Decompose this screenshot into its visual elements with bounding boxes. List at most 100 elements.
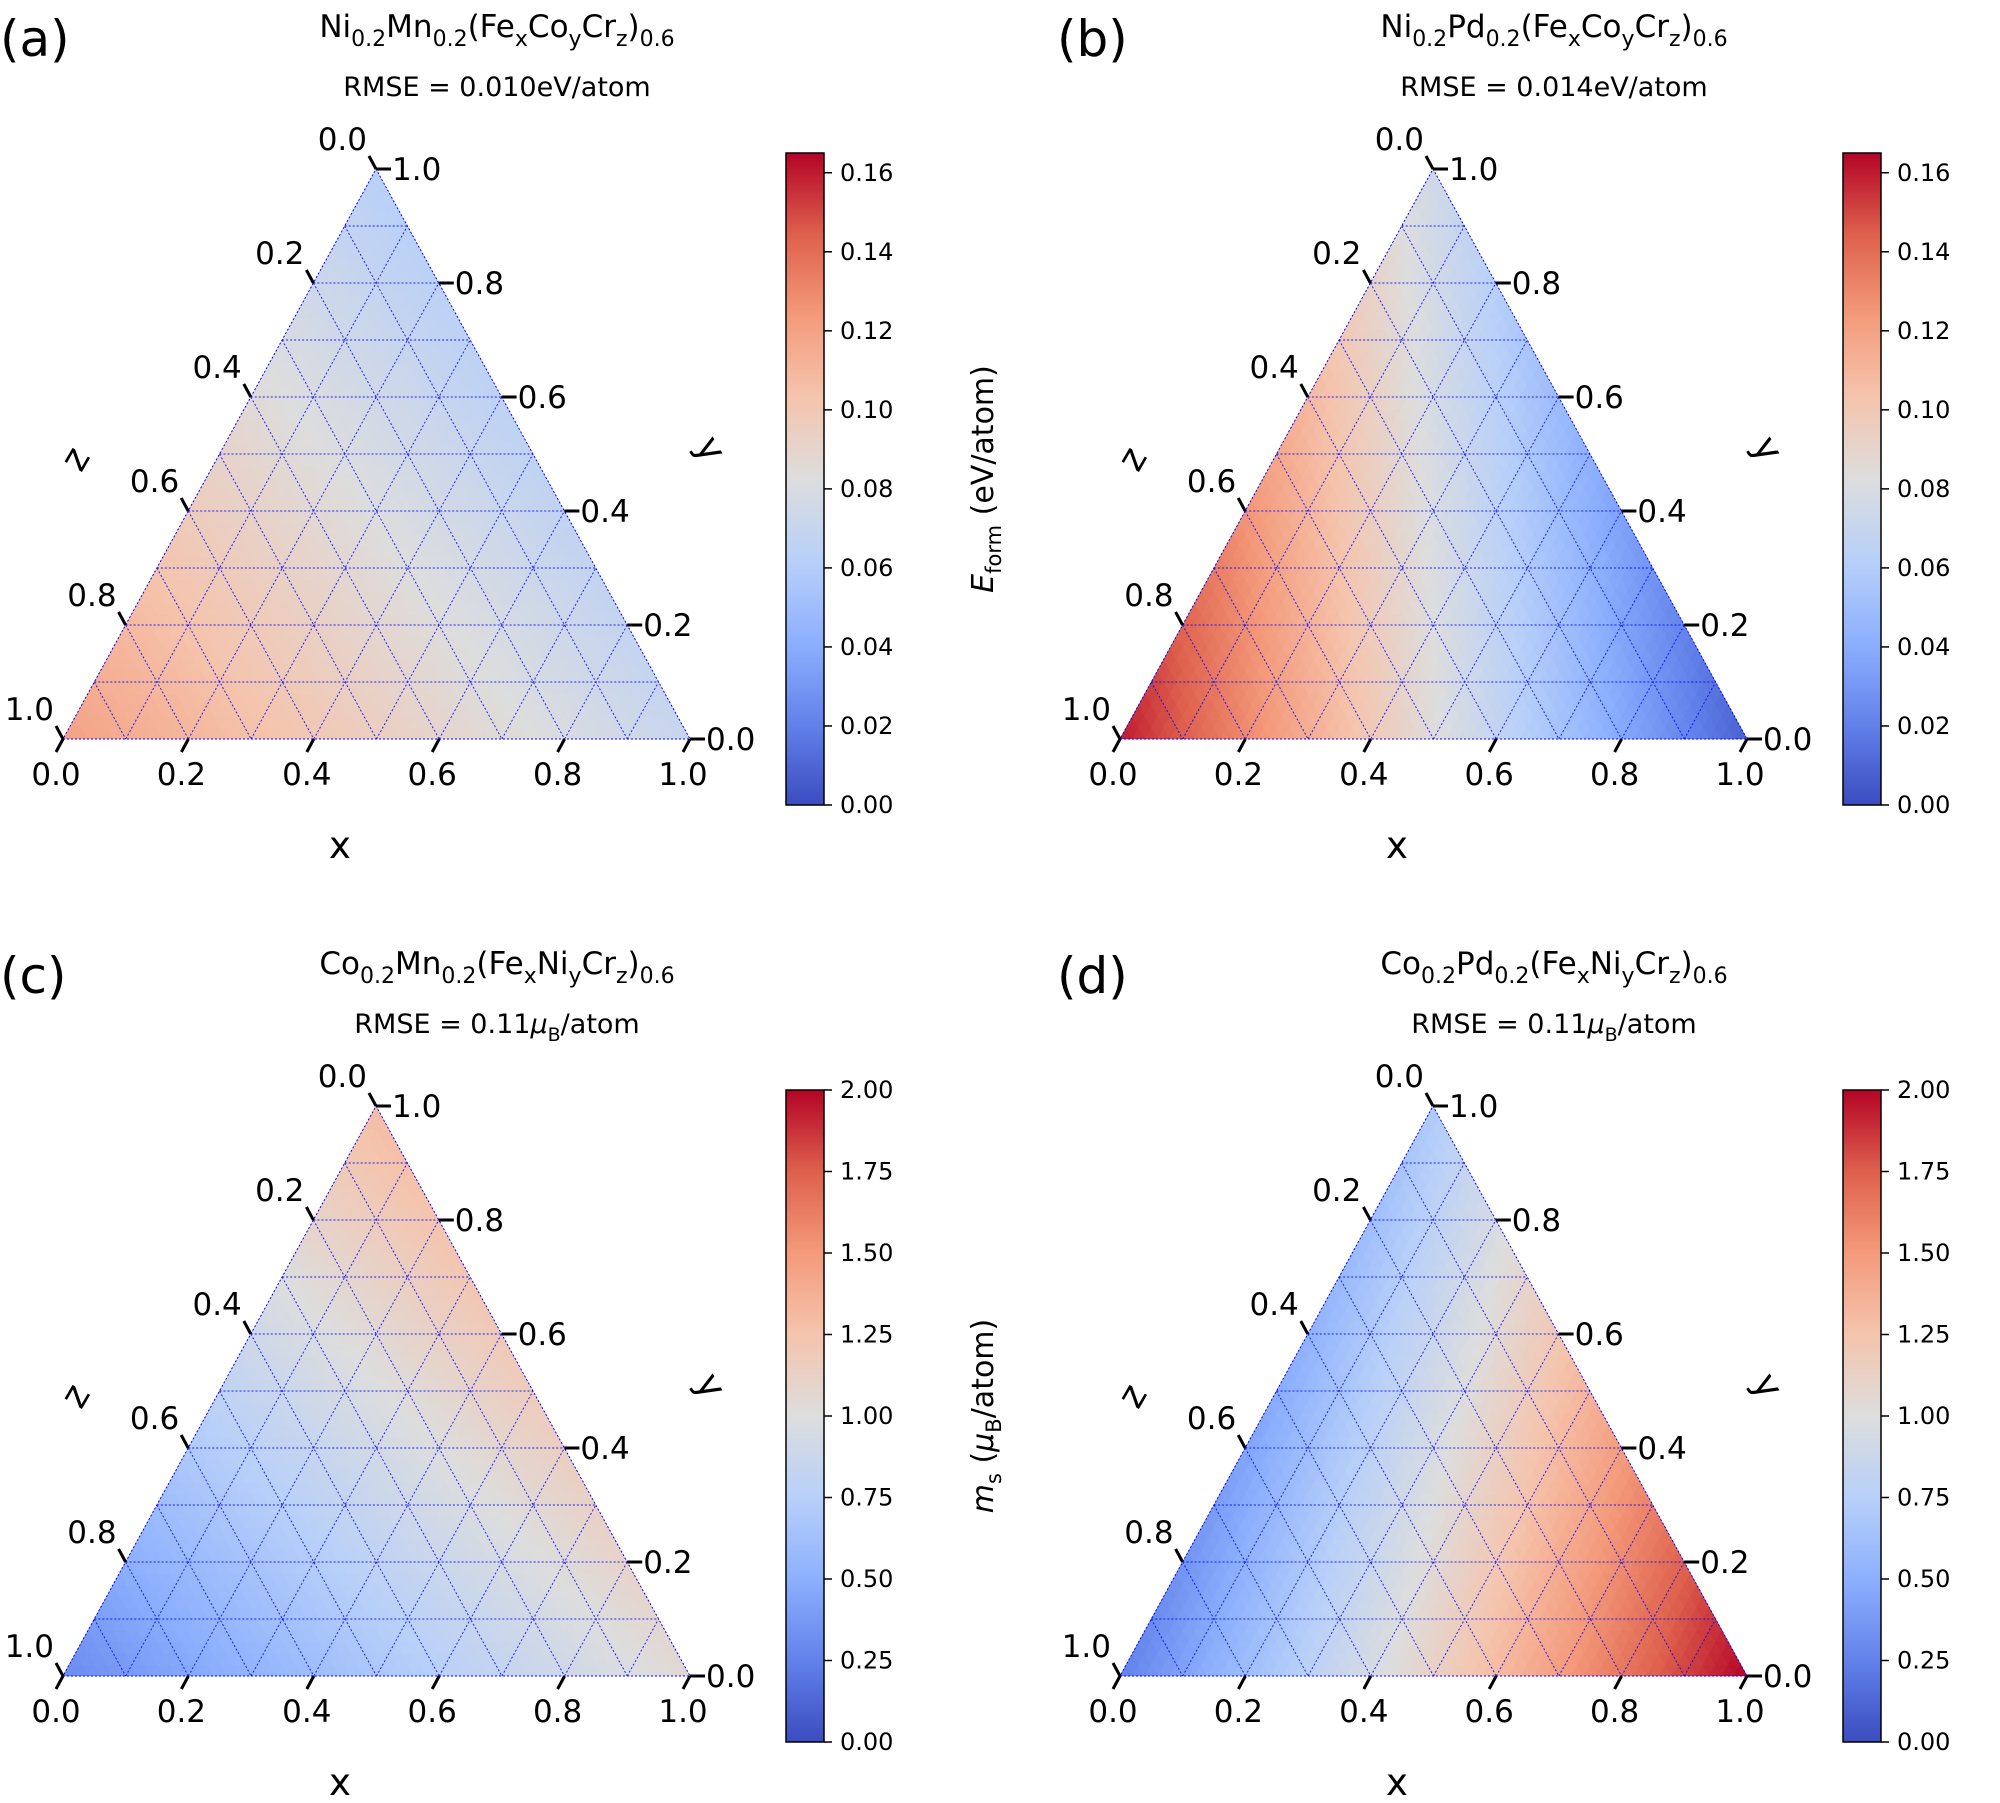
chart-title: Co0.2Pd0.2(FexNiyCrz)0.6 <box>1380 946 1727 989</box>
chart-subtitle: RMSE = 0.014eV/atom <box>1400 72 1707 103</box>
colorbar-tick-label: 0.08 <box>840 475 893 503</box>
colorbar-tick-label: 0.02 <box>1897 712 1950 740</box>
chart-title: Co0.2Mn0.2(FexNiyCrz)0.6 <box>319 946 674 989</box>
y-tick-label: 1.0 <box>1449 1089 1498 1125</box>
y-tick-label: 1.0 <box>1449 152 1498 188</box>
x-axis-label: x <box>329 824 351 867</box>
z-tick-label: 1.0 <box>1062 692 1111 728</box>
x-tick-label: 0.4 <box>282 1694 331 1730</box>
z-axis-label: z <box>1109 440 1156 478</box>
y-axis-label: y <box>1744 429 1792 469</box>
y-tick-label: 0.0 <box>1763 722 1812 758</box>
grid-lines <box>1150 225 1717 740</box>
colorbar-tick-label: 0.02 <box>840 712 893 740</box>
chart-panel-b: 0.0 0.0 0.0 0.2 0.2 0.2 0.4 0.4 0.4 0.6 0.6 0.6 0.8 0… <box>1057 9 1950 867</box>
y-tick-label: 0.2 <box>643 608 692 644</box>
z-tick-label: 0.6 <box>130 464 179 500</box>
x-tick-label: 1.0 <box>1715 1694 1764 1730</box>
panel-label: (c) <box>0 947 67 1005</box>
axis-ticks <box>1111 1092 1762 1690</box>
x-tick-label: 0.6 <box>1465 757 1514 793</box>
panel-label: (b) <box>1057 10 1128 68</box>
y-tick-label: 0.8 <box>1512 1203 1561 1239</box>
colorbar <box>1842 1089 1882 1743</box>
y-tick-label: 0.8 <box>455 266 504 302</box>
z-tick-label: 0.8 <box>67 1515 116 1551</box>
colorbar <box>1842 152 1882 806</box>
chart-panel-d: 0.0 0.0 0.0 0.2 0.2 0.2 0.4 0.4 0.4 0.6 0.6 0.6 0.8 0… <box>1057 946 1950 1803</box>
triangle-border <box>1119 167 1748 740</box>
z-tick-label: 0.8 <box>1124 1515 1173 1551</box>
x-axis-label: x <box>1386 1761 1408 1803</box>
colorbar-tick-label: 0.16 <box>840 159 893 187</box>
triangle-border <box>62 167 691 740</box>
y-tick-label: 0.4 <box>1637 494 1686 530</box>
x-tick-label: 1.0 <box>1715 757 1764 793</box>
colorbar-tick-label: 1.25 <box>840 1321 893 1349</box>
colorbar-tick-label: 0.75 <box>1897 1484 1950 1512</box>
z-tick-label: 1.0 <box>1062 1629 1111 1665</box>
y-tick-label: 1.0 <box>392 152 441 188</box>
x-tick-label: 0.8 <box>533 1694 582 1730</box>
y-tick-label: 0.2 <box>1700 1545 1749 1581</box>
x-tick-label: 0.2 <box>157 1694 206 1730</box>
colorbar-tick-label: 0.00 <box>840 791 893 819</box>
y-tick-label: 0.8 <box>1512 266 1561 302</box>
y-tick-label: 0.2 <box>643 1545 692 1581</box>
triangle-border <box>1119 1104 1748 1677</box>
z-tick-label: 0.8 <box>67 578 116 614</box>
z-tick-label: 0.0 <box>1375 1059 1424 1095</box>
z-tick-label: 0.4 <box>1249 350 1298 386</box>
chart-subtitle: RMSE = 0.11μB/atom <box>1411 1009 1696 1046</box>
colorbar-tick-label: 1.00 <box>840 1402 893 1430</box>
y-tick-label: 0.4 <box>580 1431 629 1467</box>
x-tick-label: 0.4 <box>1339 757 1388 793</box>
colorbar-tick-label: 0.10 <box>1897 396 1950 424</box>
colorbar-tick-label: 0.16 <box>1897 159 1950 187</box>
chart-panel-a: 0.0 0.0 0.0 0.2 0.2 0.2 0.4 0.4 0.4 0.6 0.6 0.6 0.8 0… <box>0 9 1006 867</box>
colorbar-tick-label: 0.14 <box>840 238 893 266</box>
colorbar-tick-label: 0.75 <box>840 1484 893 1512</box>
colorbar-tick-label: 0.08 <box>1897 475 1950 503</box>
z-tick-label: 1.0 <box>5 692 54 728</box>
colorbar-tick-label: 0.00 <box>840 1728 893 1756</box>
heatmap-cells <box>62 1105 691 1677</box>
z-tick-label: 0.6 <box>1187 464 1236 500</box>
grid-lines <box>1150 1162 1717 1677</box>
colorbar-tick-label: 2.00 <box>840 1076 893 1104</box>
x-axis-label: x <box>329 1761 351 1803</box>
z-tick-label: 0.2 <box>255 236 304 272</box>
colorbar-tick-label: 0.14 <box>1897 238 1950 266</box>
y-tick-label: 0.2 <box>1700 608 1749 644</box>
colorbar-tick-label: 1.50 <box>840 1239 893 1267</box>
chart-panel-c: 0.0 0.0 0.0 0.2 0.2 0.2 0.4 0.4 0.4 0.6 0.6 0.6 0.8 0… <box>0 946 1006 1803</box>
y-tick-label: 0.0 <box>706 722 755 758</box>
colorbar-tick-label: 0.12 <box>840 317 893 345</box>
y-tick-label: 0.0 <box>1763 1659 1812 1695</box>
x-tick-label: 0.4 <box>282 757 331 793</box>
triangle-border <box>62 1104 691 1677</box>
z-axis-label: z <box>1109 1377 1156 1415</box>
colorbar-tick-label: 0.50 <box>840 1565 893 1593</box>
colorbar <box>785 1089 825 1743</box>
colorbar-label: Eform (eV/atom) <box>966 365 1006 593</box>
colorbar-tick-label: 0.04 <box>840 633 893 661</box>
z-tick-label: 0.2 <box>1312 236 1361 272</box>
x-tick-label: 0.6 <box>408 757 457 793</box>
x-tick-label: 0.2 <box>157 757 206 793</box>
colorbar-tick-label: 0.50 <box>1897 1565 1950 1593</box>
colorbar-tick-label: 1.00 <box>1897 1402 1950 1430</box>
heatmap-cells <box>1119 1105 1748 1677</box>
z-tick-label: 0.2 <box>255 1173 304 1209</box>
x-tick-label: 0.0 <box>31 757 80 793</box>
colorbar-tick-label: 0.12 <box>1897 317 1950 345</box>
y-tick-label: 0.4 <box>580 494 629 530</box>
z-tick-label: 1.0 <box>5 1629 54 1665</box>
x-axis-label: x <box>1386 824 1408 867</box>
chart-subtitle: RMSE = 0.11μB/atom <box>354 1009 639 1046</box>
y-tick-label: 0.4 <box>1637 1431 1686 1467</box>
chart-title: Ni0.2Pd0.2(FexCoyCrz)0.6 <box>1380 9 1727 52</box>
z-tick-label: 0.4 <box>1249 1287 1298 1323</box>
colorbar-label: ms (μB/atom) <box>966 1319 1006 1514</box>
